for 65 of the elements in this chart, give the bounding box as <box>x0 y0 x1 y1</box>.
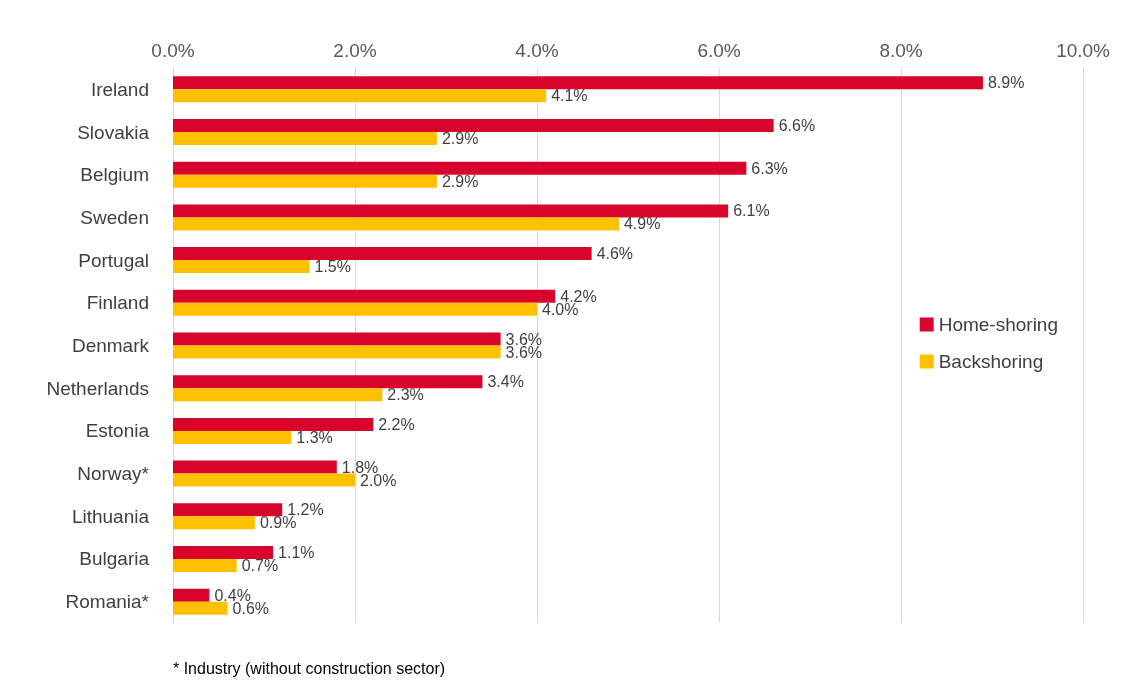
y-tick-label: Romania* <box>65 591 150 613</box>
data-label: 8.9% <box>987 74 1025 92</box>
bar <box>173 247 592 261</box>
y-tick-label: Belgium <box>80 164 149 186</box>
bar <box>173 89 547 103</box>
data-label: 4.1% <box>551 87 588 105</box>
y-tick-label: Sweden <box>80 206 149 228</box>
y-tick-label: Portugal <box>78 249 149 271</box>
bar <box>173 174 437 188</box>
data-label: 2.9% <box>441 172 479 190</box>
bar <box>173 217 619 231</box>
data-label: 1.1% <box>278 543 315 561</box>
x-tick-label: 2.0% <box>333 40 377 61</box>
bar <box>173 558 237 572</box>
data-label: 4.6% <box>596 245 634 263</box>
y-tick-label: Bulgaria <box>79 548 150 570</box>
y-tick-label: Estonia <box>85 420 150 442</box>
bar <box>173 503 283 517</box>
x-tick-label: 10.0% <box>1056 40 1111 61</box>
x-tick-label: 8.0% <box>879 40 923 61</box>
y-tick-label: Lithuania <box>71 505 150 527</box>
y-tick-label: Slovakia <box>77 121 150 143</box>
data-label: 2.9% <box>441 130 479 148</box>
text: * Industry (without construction sector) <box>173 659 446 677</box>
y-tick-label: Norway* <box>77 463 150 485</box>
bar <box>173 375 483 389</box>
x-tick-label: 6.0% <box>697 40 741 61</box>
bar <box>173 132 437 146</box>
bar <box>173 260 310 274</box>
y-tick-label: Netherlands <box>46 377 149 399</box>
bar <box>173 345 501 359</box>
bar <box>173 588 210 602</box>
bar <box>173 332 501 346</box>
legend-label: Backshoring <box>938 351 1044 372</box>
y-tick-label: Ireland <box>90 78 149 100</box>
bar <box>173 204 729 218</box>
bar <box>173 289 556 303</box>
data-label: 1.5% <box>314 258 351 276</box>
bar <box>173 516 255 530</box>
bar <box>173 601 228 615</box>
data-label: 6.1% <box>733 202 770 220</box>
bar <box>173 460 337 474</box>
data-label: 6.3% <box>751 159 788 177</box>
data-label: 4.9% <box>623 215 661 233</box>
data-label: 6.6% <box>778 117 816 135</box>
bar <box>173 119 774 133</box>
data-label: 0.9% <box>259 514 297 532</box>
x-tick-label: 4.0% <box>515 40 559 61</box>
bar <box>173 76 983 90</box>
y-tick-label: Denmark <box>71 335 150 356</box>
legend-label: Home-shoring <box>938 314 1058 335</box>
bar <box>173 473 356 487</box>
bar <box>173 417 374 431</box>
data-label: 1.3% <box>296 428 333 446</box>
y-tick-label: Finland <box>86 292 149 314</box>
bar <box>173 430 292 444</box>
bar <box>173 161 747 175</box>
bar <box>173 302 538 316</box>
data-label: 0.7% <box>241 556 279 574</box>
data-label: 3.4% <box>487 373 524 391</box>
data-label: 2.2% <box>378 415 415 433</box>
bar <box>173 388 383 402</box>
data-label: 2.3% <box>387 386 424 404</box>
bar <box>173 545 274 559</box>
x-tick-label: 0.0% <box>151 40 195 61</box>
